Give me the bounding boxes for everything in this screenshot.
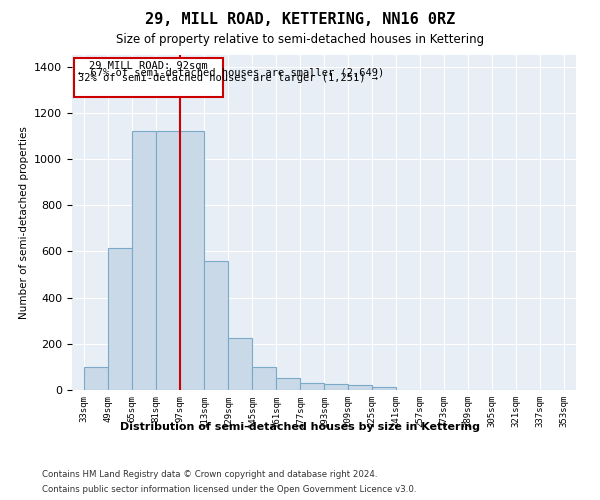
Text: Contains HM Land Registry data © Crown copyright and database right 2024.: Contains HM Land Registry data © Crown c… <box>42 470 377 479</box>
Bar <box>373 386 395 390</box>
Text: 29 MILL ROAD: 92sqm: 29 MILL ROAD: 92sqm <box>89 61 208 71</box>
Bar <box>157 131 179 390</box>
Text: ← 67% of semi-detached houses are smaller (2,649): ← 67% of semi-detached houses are smalle… <box>78 68 384 78</box>
FancyBboxPatch shape <box>74 58 223 96</box>
Y-axis label: Number of semi-detached properties: Number of semi-detached properties <box>19 126 29 319</box>
Bar <box>277 378 299 390</box>
Bar <box>109 248 131 390</box>
Text: Contains public sector information licensed under the Open Government Licence v3: Contains public sector information licen… <box>42 485 416 494</box>
Bar <box>133 131 155 390</box>
Bar <box>349 386 371 390</box>
Bar <box>301 383 323 390</box>
Bar <box>253 367 275 390</box>
Text: Size of property relative to semi-detached houses in Kettering: Size of property relative to semi-detach… <box>116 32 484 46</box>
Text: 29, MILL ROAD, KETTERING, NN16 0RZ: 29, MILL ROAD, KETTERING, NN16 0RZ <box>145 12 455 28</box>
Bar <box>205 260 227 390</box>
Bar <box>85 367 107 390</box>
Bar <box>325 384 347 390</box>
Text: 32% of semi-detached houses are larger (1,251) →: 32% of semi-detached houses are larger (… <box>78 73 378 83</box>
Bar <box>181 131 203 390</box>
Bar <box>229 338 251 390</box>
Text: Distribution of semi-detached houses by size in Kettering: Distribution of semi-detached houses by … <box>120 422 480 432</box>
